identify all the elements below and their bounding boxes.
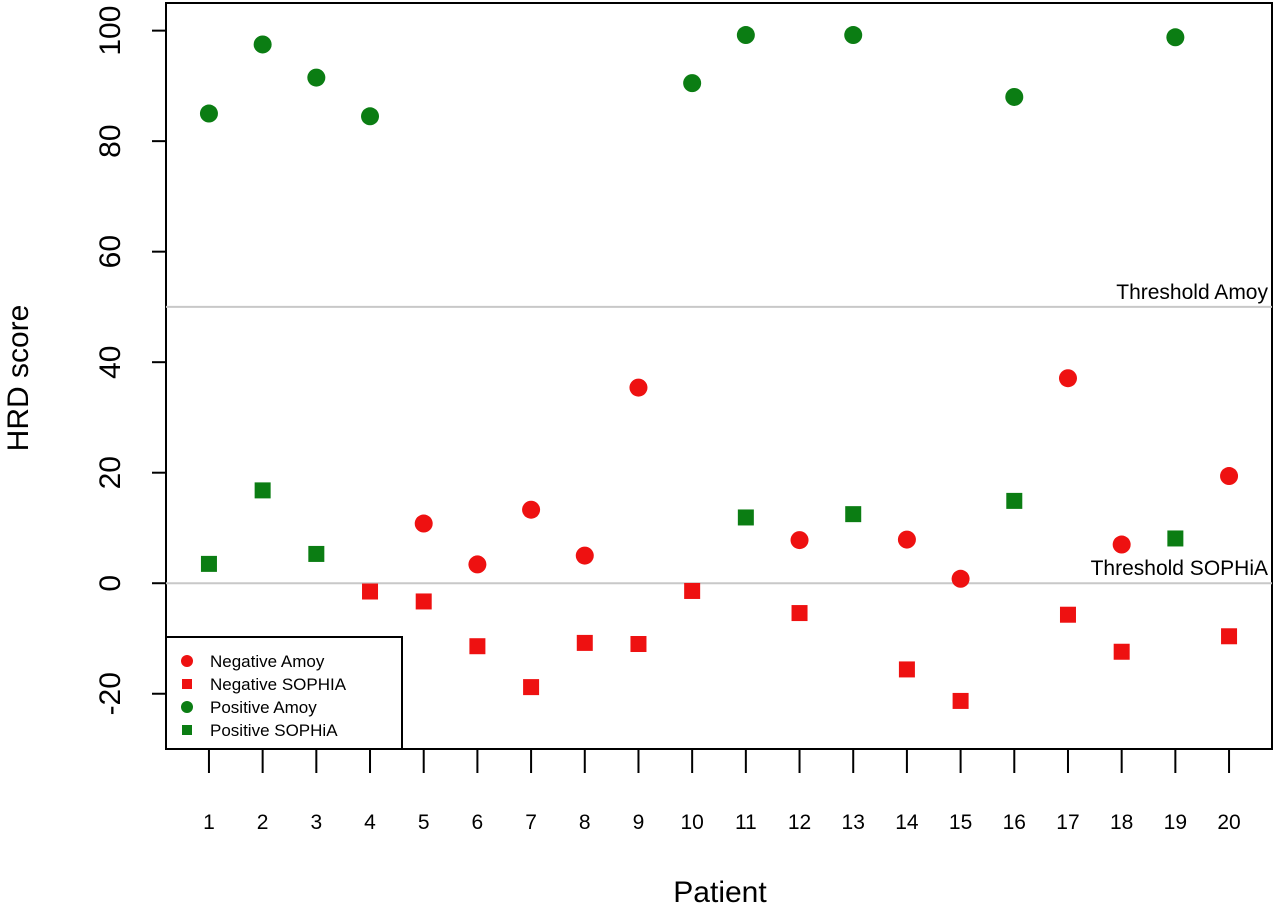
amoy-point: [683, 74, 702, 93]
x-axis-title: Patient: [673, 876, 767, 909]
amoy-point: [361, 107, 380, 126]
y-tick-label: 60: [94, 235, 127, 268]
amoy-point: [468, 555, 487, 574]
amoy-point: [575, 546, 594, 565]
amoy-point: [629, 378, 648, 397]
amoy-point: [1058, 369, 1077, 388]
x-tick-label: 3: [310, 811, 322, 834]
y-tick-label: 80: [94, 124, 127, 157]
x-tick-label: 13: [842, 811, 865, 834]
x-tick-label: 6: [472, 811, 484, 834]
data-points: [199, 26, 1239, 709]
amoy-point: [897, 530, 916, 549]
amoy-point: [307, 68, 326, 87]
sophia-point: [308, 545, 325, 562]
x-tick-label: 8: [579, 811, 591, 834]
sophia-point: [630, 636, 647, 653]
legend: Negative Amoy Negative SOPHIA Positive Amo…: [165, 636, 403, 750]
amoy-point: [253, 35, 272, 54]
amoy-point: [199, 104, 218, 123]
amoy-point: [1166, 28, 1185, 47]
legend-box: [165, 636, 403, 750]
threshold-label: Threshold Amoy: [1116, 281, 1268, 304]
x-tick-label: 12: [788, 811, 811, 834]
legend-marker: [182, 679, 192, 689]
x-tick-label: 14: [895, 811, 919, 834]
y-axis: -20 0 20 40 60 80 100: [94, 6, 166, 715]
sophia-point: [1221, 628, 1238, 645]
x-axis: 1 2 3 4 5 6 7 8 9 10 11 12 13 14 15 16 17 18 19 20: [203, 749, 1241, 834]
y-axis-title: HRD score: [2, 305, 35, 452]
y-tick-label: 40: [94, 345, 127, 378]
x-tick-label: 2: [257, 811, 269, 834]
x-tick-label: 4: [364, 811, 376, 834]
sophia-point: [362, 583, 379, 600]
x-tick-label: 9: [633, 811, 645, 834]
x-tick-label: 10: [680, 811, 703, 834]
plot-frame: [165, 2, 1273, 750]
amoy-point: [1005, 87, 1024, 106]
legend-marker: [182, 725, 192, 735]
amoy-point: [522, 500, 541, 519]
sophia-point: [791, 605, 808, 622]
sophia-point: [898, 661, 915, 678]
x-tick-label: 15: [949, 811, 972, 834]
sophia-point: [254, 482, 271, 499]
legend-marker: [181, 655, 193, 667]
legend-label: Positive SOPHiA: [210, 721, 338, 740]
sophia-point: [952, 692, 969, 709]
amoy-point: [790, 531, 809, 550]
amoy-point: [414, 514, 433, 533]
legend-marker: [181, 701, 193, 713]
y-tick-label: 20: [94, 456, 127, 489]
threshold-lines: Threshold Amoy Threshold SOPHiA: [166, 281, 1272, 585]
x-tick-label: 18: [1110, 811, 1133, 834]
sophia-point: [200, 555, 217, 572]
amoy-point: [736, 26, 755, 45]
sophia-point: [1006, 492, 1023, 509]
amoy-point: [1220, 467, 1239, 486]
legend-label: Positive Amoy: [210, 698, 317, 717]
legend-label: Negative SOPHIA: [210, 675, 347, 694]
legend-label: Negative Amoy: [210, 652, 325, 671]
amoy-point: [844, 26, 863, 45]
sophia-point: [415, 593, 432, 610]
amoy-point: [951, 569, 970, 588]
sophia-point: [737, 509, 754, 526]
sophia-point: [845, 506, 862, 523]
y-tick-label: 0: [94, 575, 127, 592]
sophia-point: [469, 638, 486, 655]
sophia-point: [576, 634, 593, 651]
sophia-point: [1113, 643, 1130, 660]
x-tick-label: 17: [1056, 811, 1079, 834]
x-tick-label: 11: [735, 811, 757, 834]
sophia-point: [684, 582, 701, 599]
x-tick-label: 7: [525, 811, 537, 834]
amoy-point: [1112, 535, 1131, 554]
sophia-point: [523, 679, 540, 696]
x-tick-label: 5: [418, 811, 430, 834]
x-tick-label: 1: [203, 811, 215, 834]
y-tick-label: -20: [94, 672, 127, 715]
x-tick-label: 16: [1003, 811, 1026, 834]
threshold-label: Threshold SOPHiA: [1091, 557, 1268, 580]
sophia-point: [1167, 530, 1184, 547]
x-tick-label: 19: [1164, 811, 1187, 834]
x-tick-label: 20: [1217, 811, 1240, 834]
y-tick-label: 100: [94, 6, 127, 56]
sophia-point: [1059, 606, 1076, 623]
